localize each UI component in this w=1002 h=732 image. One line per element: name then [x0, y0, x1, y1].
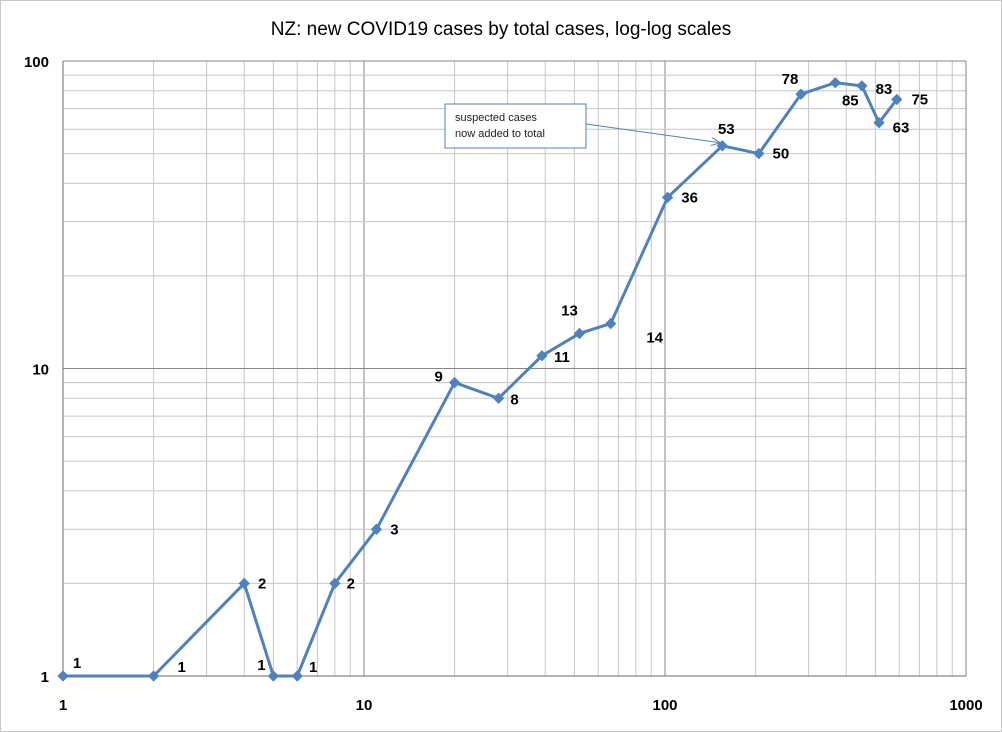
- annotation: suspected cases now added to total: [444, 103, 722, 149]
- data-label: 14: [646, 330, 663, 347]
- data-point: [267, 670, 280, 682]
- data-label: 1: [309, 659, 317, 676]
- data-point: [573, 327, 586, 340]
- annotation-box: [444, 103, 587, 149]
- x-tick-label: 1: [59, 697, 67, 714]
- annotation-arrowhead: [710, 137, 722, 146]
- axis-ticks: 1 10 100 1000 1 10 100: [24, 54, 983, 714]
- chart-title: NZ: new COVID19 cases by total cases, lo…: [271, 19, 731, 40]
- data-point: [370, 523, 383, 535]
- x-tick-label: 1000: [949, 697, 982, 714]
- data-label: 1: [73, 655, 81, 672]
- data-label: 75: [911, 91, 928, 108]
- data-label: 1: [257, 657, 265, 674]
- data-label: 13: [561, 302, 578, 319]
- data-point: [661, 191, 674, 204]
- data-label: 2: [347, 575, 355, 592]
- y-tick-label: 1: [41, 669, 49, 686]
- data-point: [57, 670, 69, 682]
- data-label: 63: [893, 120, 910, 137]
- y-tick-label: 10: [32, 362, 49, 379]
- data-label: 3: [390, 521, 398, 538]
- annotation-text: suspected cases: [455, 112, 537, 124]
- grid: [62, 60, 967, 677]
- data-label: 53: [718, 121, 735, 138]
- data-label: 8: [510, 391, 518, 408]
- data-label: 83: [876, 81, 893, 98]
- data-point: [605, 317, 617, 330]
- data-point: [291, 670, 303, 682]
- y-tick-label: 100: [24, 54, 49, 71]
- annotation-arrow-line: [585, 123, 721, 144]
- series-line: [63, 81, 898, 678]
- data-point: [238, 577, 250, 590]
- data-label: 36: [681, 189, 698, 206]
- data-point: [147, 670, 160, 682]
- data-label: 9: [434, 369, 442, 386]
- data-label: 50: [772, 146, 789, 163]
- data-label: 85: [842, 93, 859, 110]
- data-point: [492, 392, 505, 404]
- data-label: 1: [177, 659, 185, 676]
- data-point: [829, 77, 841, 89]
- annotation-text: now added to total: [455, 128, 545, 140]
- data-point: [856, 80, 868, 92]
- x-tick-label: 100: [652, 697, 677, 714]
- x-tick-label: 10: [356, 697, 373, 714]
- data-point: [448, 376, 461, 389]
- data-point: [536, 350, 548, 362]
- data-point: [753, 147, 765, 160]
- data-label: 2: [258, 575, 266, 592]
- data-label: 78: [782, 71, 799, 88]
- data-point: [329, 577, 341, 590]
- data-label: 11: [554, 349, 570, 366]
